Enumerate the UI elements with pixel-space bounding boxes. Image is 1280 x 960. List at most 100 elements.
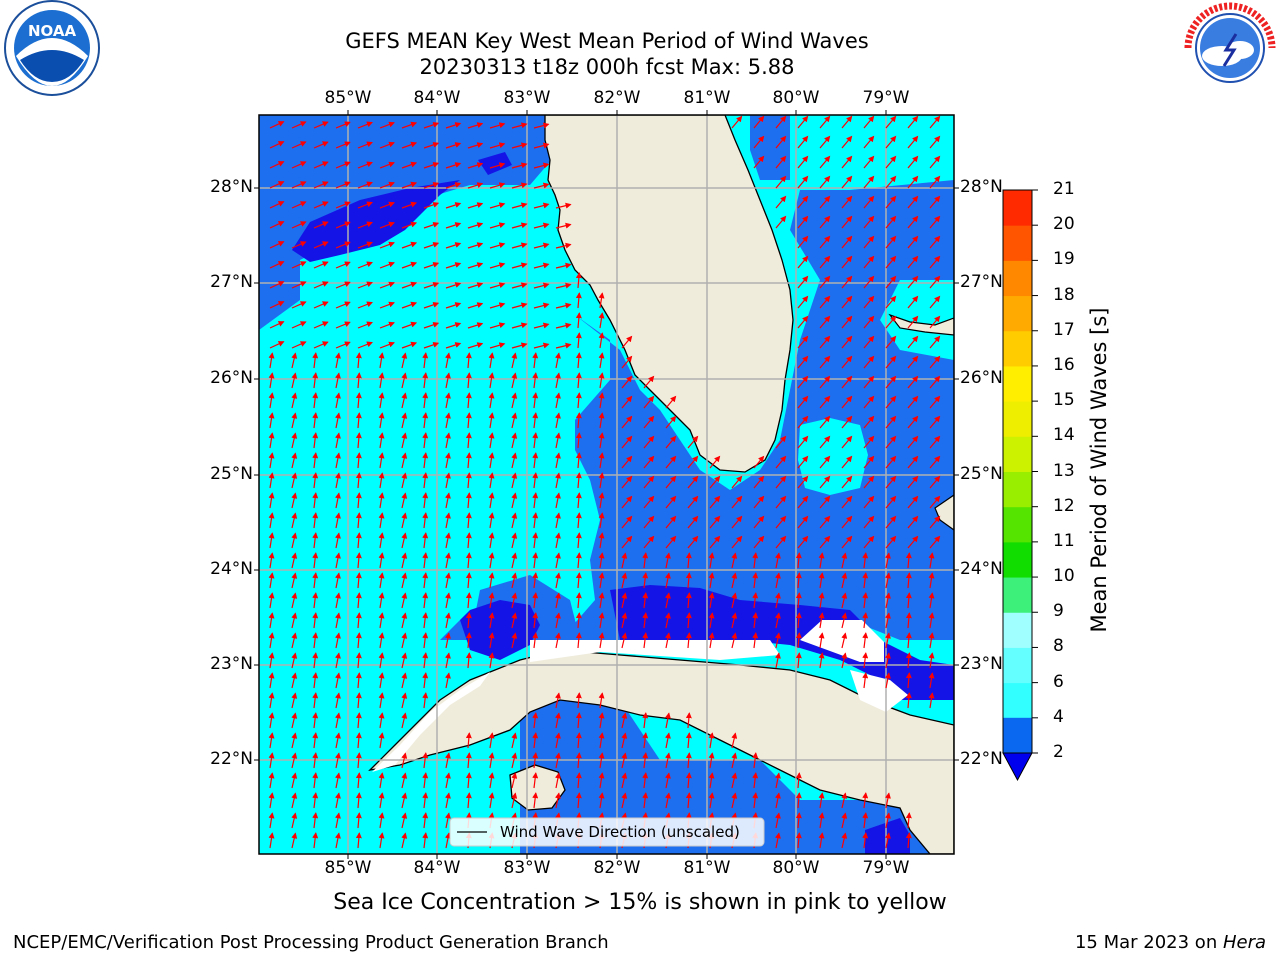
wind-wave-arrow [907,435,919,449]
wind-wave-arrow [291,452,298,469]
wind-wave-arrow [907,155,919,169]
wind-wave-arrow [291,832,298,849]
wind-wave-arrow [863,175,875,189]
wind-wave-arrow [752,552,759,569]
wind-wave-arrow [378,672,385,689]
wind-wave-arrow [489,282,506,289]
wind-wave-arrow [928,572,935,589]
lat-tick-label: 24°N [960,559,1003,579]
wind-wave-arrow [598,472,605,489]
wind-wave-arrow [488,492,495,509]
wind-wave-arrow [884,812,891,829]
wind-wave-arrow [268,412,275,429]
wind-wave-arrow [621,612,628,629]
wind-wave-arrow [928,592,935,609]
wind-wave-arrow [907,215,919,229]
lat-tick-label: 23°N [960,654,1003,674]
wind-wave-arrow [445,302,462,309]
wind-wave-arrow [378,392,385,409]
wind-wave-arrow [444,772,451,789]
wind-wave-arrow [575,512,582,529]
wind-wave-arrow [401,301,418,309]
wind-wave-arrow [401,572,408,589]
wind-wave-arrow [664,772,671,789]
wind-wave-arrow [575,712,582,729]
wind-wave-arrow [335,341,351,349]
wind-wave-arrow [335,121,351,129]
wind-wave-arrow [575,372,582,389]
wind-wave-arrow [422,392,429,409]
wind-wave-arrow [489,322,506,329]
wind-wave-arrow [643,535,655,549]
wind-wave-arrow [422,372,429,389]
wind-wave-arrow [401,552,408,569]
colorbar-extend-triangle [1002,752,1033,782]
wind-wave-arrow [598,292,605,309]
wind-wave-arrow [378,552,385,569]
wind-wave-arrow [291,261,307,269]
wind-wave-arrow [621,475,633,489]
wind-wave-arrow [841,652,848,669]
noaa-logo: NOAA [4,0,100,96]
wind-wave-arrow [401,341,418,349]
wind-wave-arrow [422,652,429,669]
wind-wave-arrow [598,632,605,649]
wind-wave-arrow [291,712,298,729]
wind-wave-arrow [841,115,853,129]
wind-wave-arrow [379,201,395,209]
wind-wave-arrow [313,141,329,149]
wind-wave-arrow [313,201,329,209]
wind-wave-arrow [929,375,941,389]
wind-wave-arrow [555,222,572,229]
wind-wave-arrow [532,592,539,609]
wind-wave-arrow [708,752,715,769]
wind-wave-arrow [665,415,677,429]
wind-wave-arrow [621,552,628,569]
wind-wave-arrow [291,281,307,289]
wind-wave-arrow [929,295,941,309]
wind-wave-arrow [664,592,671,609]
wind-wave-arrow [819,495,831,509]
wind-wave-arrow [423,201,440,209]
wind-wave-arrow [444,452,451,469]
wind-wave-arrow [797,115,809,129]
wind-wave-arrow [841,812,848,829]
wind-wave-arrow [355,372,362,389]
wind-wave-arrow [355,392,362,409]
wind-wave-arrow [312,352,319,369]
wind-wave-arrow [269,301,285,309]
wind-wave-arrow [291,352,298,369]
wind-wave-arrow [905,672,912,689]
wind-wave-arrow [775,195,787,209]
wind-wave-arrow [621,375,633,389]
wind-wave-arrow [488,732,495,749]
wind-wave-arrow [797,495,809,509]
wind-wave-arrow [818,552,825,569]
wind-wave-arrow [465,752,472,769]
wind-wave-arrow [929,155,941,169]
wind-wave-arrow [445,322,462,329]
wind-wave-arrow [731,592,738,609]
wind-wave-arrow [379,121,395,129]
wind-wave-arrow [621,395,633,409]
wind-wave-arrow [268,552,275,569]
wind-wave-arrow [378,492,385,509]
wind-wave-arrow [708,792,715,809]
wind-wave-arrow [378,692,385,709]
wind-wave-arrow [621,495,633,509]
wind-wave-arrow [401,412,408,429]
wind-wave-arrow [929,535,941,549]
wind-wave-arrow [797,435,809,449]
wind-wave-arrow [841,275,853,289]
wind-wave-arrow [334,432,341,449]
wind-wave-arrow [907,495,919,509]
wind-wave-arrow [797,135,809,149]
wind-wave-arrow [687,515,699,529]
wind-wave-arrow [268,732,275,749]
wind-wave-arrow [819,215,831,229]
wind-wave-arrow [774,832,781,849]
wind-wave-arrow [465,592,472,609]
wind-wave-arrow [467,222,484,229]
wind-wave-arrow [554,532,561,549]
wind-wave-arrow [511,322,528,329]
